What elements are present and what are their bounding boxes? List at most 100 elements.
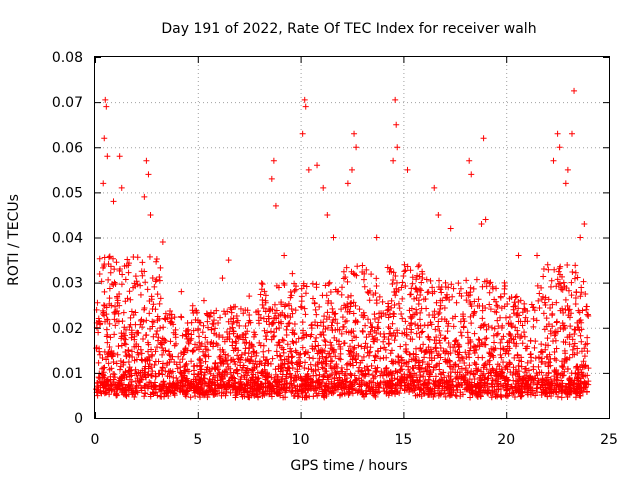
data-point	[511, 384, 518, 391]
data-point	[367, 319, 374, 326]
data-point	[431, 314, 438, 321]
data-point	[486, 349, 493, 356]
data-point	[146, 298, 153, 305]
data-point	[237, 305, 244, 312]
data-point	[294, 368, 301, 375]
data-point	[247, 319, 254, 326]
data-point	[227, 365, 234, 372]
data-point	[497, 314, 504, 321]
data-point	[538, 284, 545, 291]
data-point	[119, 375, 126, 382]
data-point	[314, 379, 321, 386]
data-point	[524, 359, 531, 366]
data-point	[544, 374, 551, 381]
data-point	[577, 293, 584, 300]
data-point	[120, 381, 127, 388]
data-point	[584, 311, 591, 318]
data-point	[356, 381, 363, 388]
data-point	[158, 393, 165, 400]
data-point	[221, 369, 228, 376]
data-point	[338, 306, 345, 313]
data-point	[432, 326, 439, 333]
data-point	[540, 273, 547, 280]
data-point	[126, 323, 133, 330]
data-point	[196, 363, 203, 370]
data-point	[385, 306, 392, 313]
data-point	[515, 373, 522, 380]
data-point	[383, 364, 390, 371]
data-point	[436, 366, 443, 373]
data-point	[196, 390, 203, 397]
data-point	[364, 288, 371, 295]
data-point	[190, 376, 197, 383]
data-point	[527, 358, 534, 365]
data-point	[439, 383, 446, 390]
data-point	[213, 340, 220, 347]
data-point	[258, 280, 265, 287]
data-point	[354, 389, 361, 396]
data-point	[122, 384, 129, 391]
data-point	[375, 325, 382, 332]
data-point	[234, 366, 241, 373]
data-point	[283, 356, 290, 363]
data-point	[460, 324, 467, 331]
data-point	[235, 379, 242, 386]
data-point	[299, 344, 306, 351]
data-point	[437, 380, 444, 387]
data-point	[419, 328, 426, 335]
data-point	[113, 360, 120, 367]
data-point	[466, 298, 473, 305]
data-point	[255, 378, 262, 385]
data-point	[284, 323, 291, 330]
data-point	[122, 341, 129, 348]
data-point	[380, 338, 387, 345]
data-point	[402, 348, 409, 355]
data-point	[95, 329, 102, 336]
data-point	[111, 371, 118, 378]
data-point	[132, 366, 139, 373]
data-point	[199, 329, 206, 336]
data-point	[391, 302, 398, 309]
data-point	[356, 364, 363, 371]
data-point	[371, 357, 378, 364]
data-point	[151, 283, 158, 290]
data-point	[572, 262, 579, 269]
data-point	[184, 375, 191, 382]
data-point	[421, 322, 428, 329]
data-point	[246, 312, 253, 318]
data-point	[321, 372, 328, 379]
data-point	[485, 390, 492, 397]
data-point	[545, 358, 552, 365]
data-point	[521, 306, 528, 313]
data-point	[470, 285, 477, 292]
data-point	[571, 87, 578, 94]
data-point	[100, 381, 107, 388]
data-point	[387, 369, 394, 376]
data-point	[399, 315, 406, 322]
data-point	[122, 369, 129, 376]
data-point	[101, 135, 108, 142]
data-point	[157, 295, 164, 302]
data-point	[212, 325, 219, 332]
data-point	[111, 266, 118, 273]
data-point	[142, 279, 149, 286]
data-point	[481, 278, 488, 285]
data-point	[303, 331, 310, 338]
data-point	[287, 345, 294, 352]
data-point	[565, 380, 572, 387]
data-point	[553, 299, 560, 306]
data-point	[437, 306, 444, 313]
data-point	[447, 343, 454, 350]
data-point	[468, 171, 475, 178]
data-point	[214, 383, 221, 390]
data-point	[471, 376, 478, 383]
data-point	[264, 387, 271, 394]
data-point	[119, 271, 126, 278]
data-point	[287, 314, 294, 321]
data-point	[167, 389, 174, 396]
data-point	[355, 342, 362, 349]
data-point	[273, 348, 280, 355]
data-point	[385, 314, 392, 321]
data-point	[260, 305, 267, 312]
data-point	[150, 319, 157, 326]
